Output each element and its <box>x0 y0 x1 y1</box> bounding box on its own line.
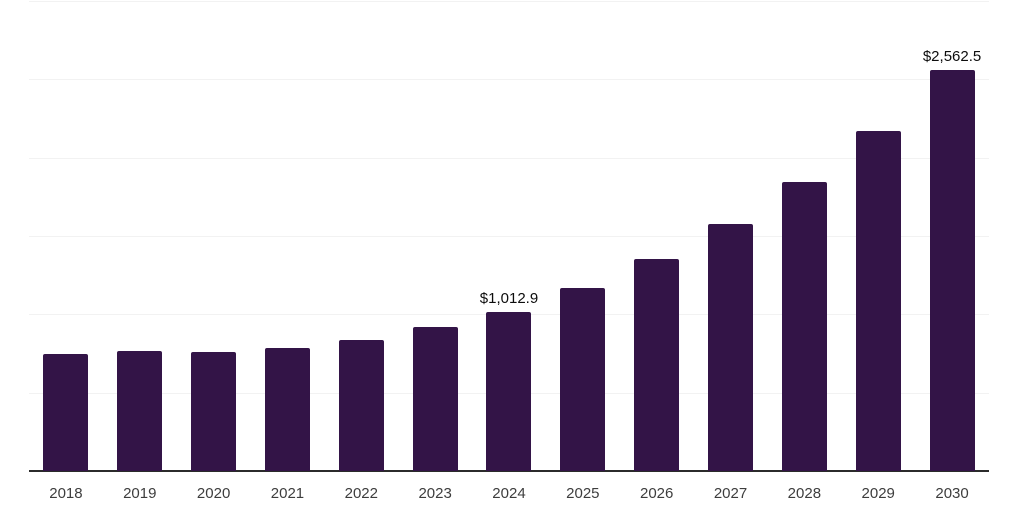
x-axis-line <box>29 470 989 472</box>
bar-2029 <box>855 131 901 471</box>
x-tick-label-2022: 2022 <box>344 485 378 502</box>
x-tick-label-2030: 2030 <box>935 485 969 502</box>
bar-band-2019 <box>103 1 177 471</box>
x-tick-label-2027: 2027 <box>713 485 748 502</box>
x-tick-label-2024: 2024 <box>492 485 526 502</box>
bar-2028 <box>781 181 827 471</box>
x-tick-label-2029: 2029 <box>861 485 895 502</box>
bar-band-2025 <box>546 1 620 471</box>
bar-band-2027 <box>694 1 768 471</box>
bar-band-2026 <box>620 1 694 471</box>
x-tick-label-2021: 2021 <box>270 485 305 502</box>
bar-band-2020 <box>177 1 251 471</box>
bar-band-2022 <box>324 1 398 471</box>
x-tick-label-2018: 2018 <box>49 485 83 502</box>
bar-band-2021 <box>251 1 325 471</box>
bar-2024 <box>486 312 532 471</box>
bar-band-2018 <box>29 1 103 471</box>
bar-2022 <box>338 340 384 471</box>
bars-row: $1,012.9 $2,562.5 <box>29 1 989 471</box>
bar-band-2024: $1,012.9 <box>472 1 546 471</box>
value-label-2030: $2,562.5 <box>922 47 982 65</box>
value-label-2024: $1,012.9 <box>479 290 539 308</box>
bar-2027 <box>708 224 754 471</box>
gridline <box>29 236 989 237</box>
gridline <box>29 79 989 80</box>
bar-2023 <box>412 326 458 471</box>
bar-band-2029 <box>841 1 915 471</box>
x-tick-label-2026: 2026 <box>639 485 674 502</box>
bar-band-2023 <box>398 1 472 471</box>
x-axis-labels: 2018 2019 2020 2021 2022 2023 2024 2025 2026 2027… <box>29 485 989 502</box>
bar-2025 <box>560 287 606 471</box>
bar-2021 <box>264 348 310 471</box>
bar-2018 <box>43 353 89 471</box>
bar-2020 <box>191 351 237 471</box>
x-tick-label-2019: 2019 <box>123 485 157 502</box>
bar-2026 <box>634 258 680 471</box>
x-tick-label-2020: 2020 <box>196 485 231 502</box>
bar-band-2028 <box>767 1 841 471</box>
gridline <box>29 158 989 159</box>
x-tick-label-2025: 2025 <box>566 485 600 502</box>
bar-2019 <box>117 351 163 471</box>
x-tick-label-2028: 2028 <box>787 485 822 502</box>
bar-band-2030: $2,562.5 <box>915 1 989 471</box>
x-tick-label-2023: 2023 <box>418 485 452 502</box>
gridline <box>29 1 989 2</box>
plot-area: $1,012.9 $2,562.5 <box>29 1 989 472</box>
bar-2030 <box>929 69 975 471</box>
